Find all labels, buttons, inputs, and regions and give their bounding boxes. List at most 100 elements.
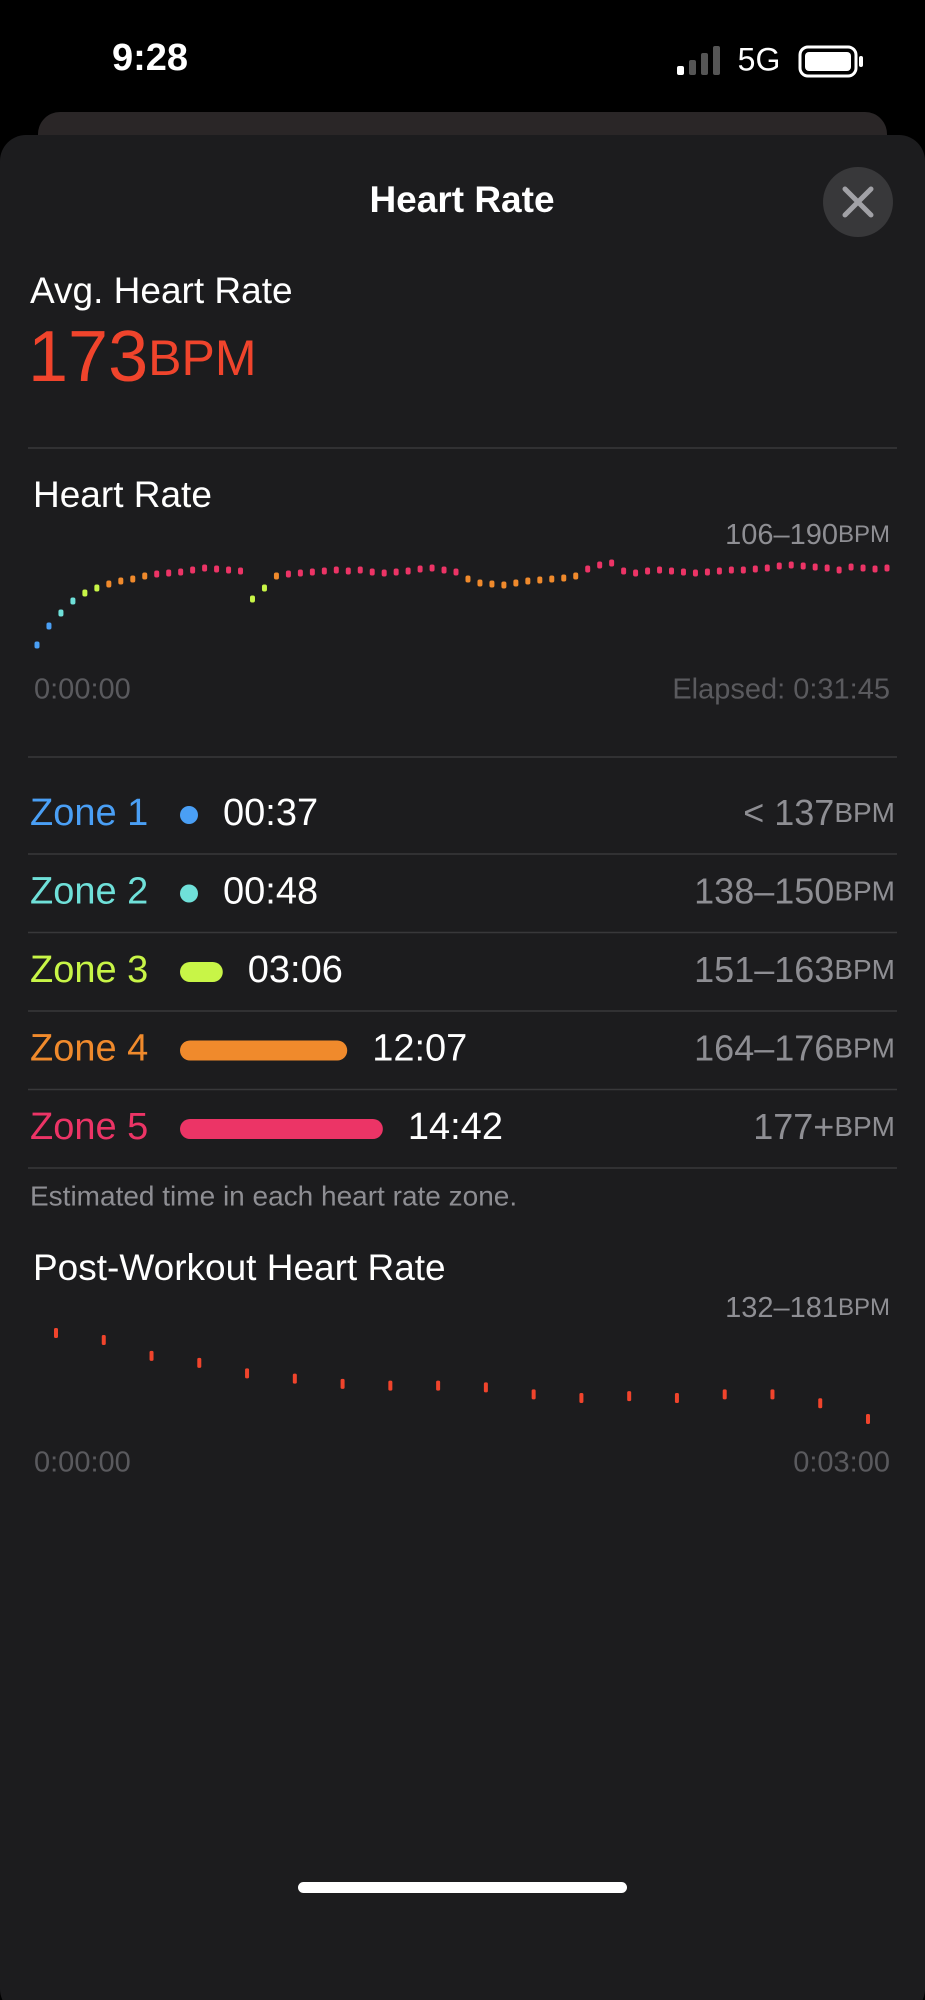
heart-rate-point bbox=[417, 565, 423, 573]
zone-time: 14:42 bbox=[408, 1106, 503, 1148]
heart-rate-point bbox=[214, 565, 220, 573]
zone-name: Zone 5 bbox=[30, 1106, 148, 1148]
post-workout-point bbox=[483, 1382, 488, 1393]
zone-name: Zone 2 bbox=[30, 871, 148, 913]
chart-end-label: 0:03:00 bbox=[793, 1447, 890, 1479]
heart-rate-point bbox=[848, 563, 854, 571]
signal-icon bbox=[677, 46, 720, 75]
average-value: 173BPM bbox=[28, 317, 257, 397]
heart-rate-point bbox=[680, 568, 686, 576]
heart-rate-point bbox=[573, 572, 579, 580]
heart-rate-point bbox=[872, 565, 878, 573]
heart-rate-point bbox=[704, 568, 710, 576]
chart-title: Heart Rate bbox=[33, 474, 212, 515]
average-unit: BPM bbox=[148, 330, 256, 386]
heart-rate-point bbox=[321, 567, 327, 575]
chart-range: 132–181BPM bbox=[725, 1292, 890, 1324]
heart-rate-point bbox=[154, 570, 160, 578]
chart-title: Post-Workout Heart Rate bbox=[33, 1247, 446, 1288]
close-button[interactable] bbox=[823, 167, 893, 237]
heart-rate-point bbox=[94, 584, 100, 592]
range-value: 132–181 bbox=[725, 1292, 838, 1324]
post-workout-point bbox=[245, 1368, 250, 1379]
zones-note: Estimated time in each heart rate zone. bbox=[30, 1180, 517, 1211]
heart-rate-point bbox=[740, 566, 746, 574]
zone-range-value: 177+ bbox=[753, 1106, 834, 1147]
heart-rate-point bbox=[836, 566, 842, 574]
heart-rate-point bbox=[369, 568, 375, 576]
zone-range-unit: BPM bbox=[834, 797, 895, 828]
heart-rate-point bbox=[178, 568, 184, 576]
zone-range: < 137BPM bbox=[743, 792, 895, 833]
average-number: 173 bbox=[28, 317, 148, 397]
post-workout-point bbox=[770, 1389, 775, 1400]
heart-rate-point bbox=[453, 568, 459, 576]
post-workout-point bbox=[197, 1357, 202, 1368]
heart-rate-point bbox=[525, 577, 531, 585]
heart-rate-point bbox=[118, 577, 124, 585]
heart-rate-point bbox=[884, 564, 890, 572]
heart-rate-point bbox=[273, 572, 279, 580]
post-workout-point bbox=[818, 1398, 823, 1409]
heart-rate-point bbox=[716, 567, 722, 575]
post-workout-point bbox=[388, 1380, 393, 1391]
heart-rate-point bbox=[597, 561, 603, 569]
zone-bar bbox=[180, 1040, 348, 1061]
zone-range: 138–150BPM bbox=[694, 870, 895, 911]
heart-rate-point bbox=[345, 567, 351, 575]
zone-name: Zone 1 bbox=[30, 792, 148, 834]
heart-rate-point bbox=[46, 622, 52, 630]
zone-time: 00:37 bbox=[223, 792, 318, 834]
heart-rate-point bbox=[297, 569, 303, 577]
heart-rate-point bbox=[728, 566, 734, 574]
heart-rate-point bbox=[106, 580, 112, 588]
zone-range-unit: BPM bbox=[834, 1033, 895, 1064]
post-workout-point bbox=[579, 1392, 584, 1403]
zone-bar bbox=[180, 962, 223, 982]
zone-range-value: 138–150 bbox=[694, 870, 834, 911]
heart-rate-point bbox=[657, 566, 663, 574]
heart-rate-point bbox=[824, 564, 830, 572]
heart-rate-point bbox=[285, 570, 291, 578]
heart-rate-point bbox=[82, 589, 88, 597]
heart-rate-point bbox=[70, 597, 76, 605]
range-unit: BPM bbox=[838, 1294, 890, 1321]
heart-rate-point bbox=[549, 575, 555, 583]
heart-rate-point bbox=[752, 565, 758, 573]
heart-rate-point bbox=[489, 580, 495, 588]
zone-bar bbox=[180, 1119, 383, 1139]
heart-rate-point bbox=[261, 584, 267, 592]
chart-end-label: Elapsed: 0:31:45 bbox=[672, 674, 890, 706]
post-workout-point bbox=[674, 1392, 679, 1403]
heart-rate-point bbox=[561, 574, 567, 582]
post-workout-point bbox=[436, 1380, 441, 1391]
chart-start-label: 0:00:00 bbox=[34, 1447, 131, 1479]
zone-time: 03:06 bbox=[248, 949, 343, 991]
heart-rate-point bbox=[633, 569, 639, 577]
heart-rate-point bbox=[585, 565, 591, 573]
heart-rate-point bbox=[166, 569, 172, 577]
average-label: Avg. Heart Rate bbox=[30, 270, 293, 311]
heart-rate-point bbox=[812, 563, 818, 571]
heart-rate-point bbox=[249, 595, 255, 603]
zone-range-unit: BPM bbox=[834, 876, 895, 907]
heart-rate-point bbox=[477, 579, 483, 587]
post-workout-point bbox=[627, 1391, 632, 1402]
status-network: 5G bbox=[738, 41, 781, 77]
post-workout-point bbox=[292, 1373, 297, 1384]
status-time: 9:28 bbox=[112, 37, 188, 79]
post-workout-point bbox=[866, 1414, 870, 1424]
heart-rate-point bbox=[34, 641, 40, 649]
heart-rate-point bbox=[393, 568, 399, 576]
heart-rate-point bbox=[537, 576, 543, 584]
heart-rate-point bbox=[609, 559, 615, 567]
heart-rate-point bbox=[860, 564, 866, 572]
zone-range-value: 164–176 bbox=[694, 1027, 834, 1068]
heart-rate-point bbox=[621, 567, 627, 575]
heart-rate-point bbox=[357, 566, 363, 574]
sheet-title: Heart Rate bbox=[369, 179, 554, 220]
heart-rate-point bbox=[381, 569, 387, 577]
heart-rate-point bbox=[692, 569, 698, 577]
heart-rate-point bbox=[130, 575, 136, 583]
post-workout-point bbox=[531, 1389, 536, 1400]
